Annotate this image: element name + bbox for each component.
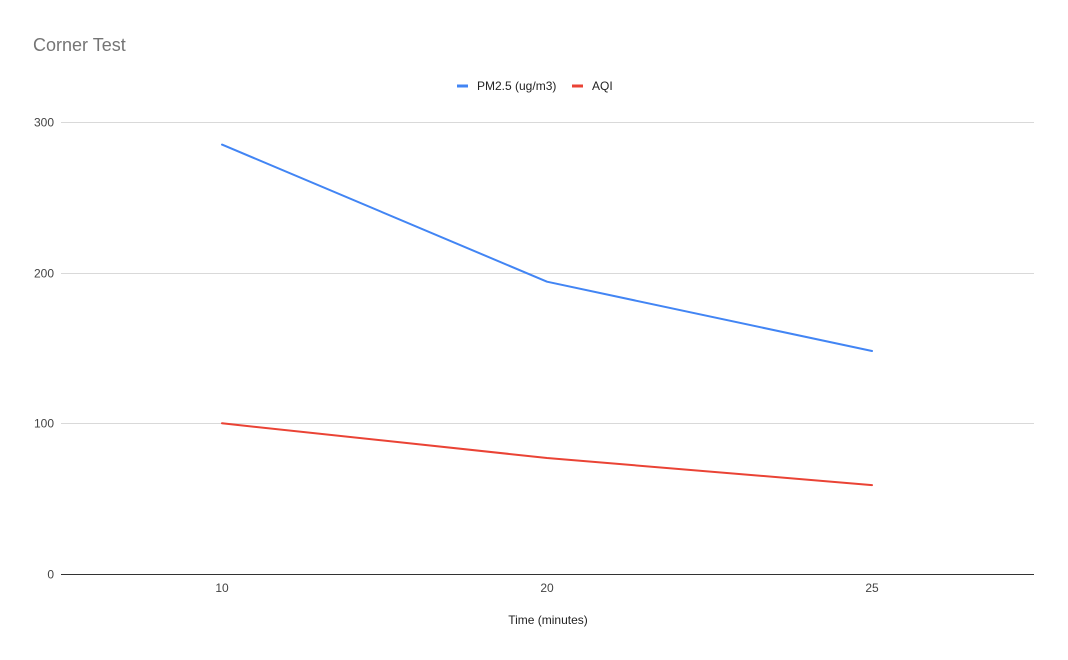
series-lines [218,141,876,489]
legend-item-aqi[interactable]: AQI [572,79,613,93]
x-tick-label: 25 [865,581,879,595]
chart-title: Corner Test [33,35,126,55]
data-point-aqi[interactable] [868,481,876,489]
legend-label-aqi: AQI [592,79,613,93]
series-line-pm25[interactable] [221,143,873,352]
series-line-aqi[interactable] [221,422,873,487]
y-tick-label: 100 [34,417,54,431]
y-tick-label: 300 [34,116,54,130]
data-point-pm25[interactable] [218,141,226,149]
legend: PM2.5 (ug/m3) AQI [457,79,613,93]
legend-label-pm25: PM2.5 (ug/m3) [477,79,556,93]
y-axis-tick-labels: 0 100 200 300 [34,116,54,582]
data-point-pm25[interactable] [543,278,551,286]
x-tick-label: 10 [215,581,229,595]
data-point-aqi[interactable] [218,419,226,427]
y-tick-label: 200 [34,267,54,281]
data-point-pm25[interactable] [868,347,876,355]
x-axis-tick-labels: 10 20 25 [215,581,879,595]
legend-item-pm25[interactable]: PM2.5 (ug/m3) [457,79,556,93]
data-point-aqi[interactable] [543,454,551,462]
x-axis-title: Time (minutes) [508,613,588,627]
x-tick-label: 20 [540,581,554,595]
y-tick-label: 0 [47,568,54,582]
